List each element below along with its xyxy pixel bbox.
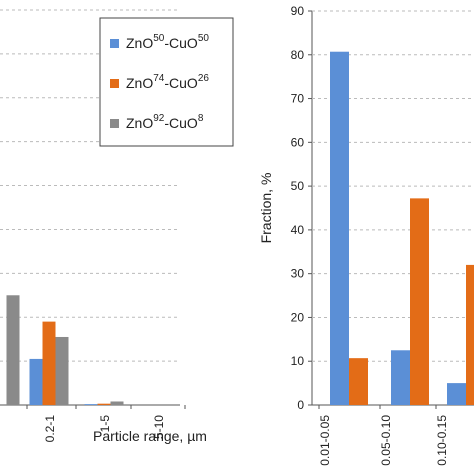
left-bar <box>110 401 124 405</box>
right-y-tick-label: 0 <box>297 398 304 412</box>
left-bar <box>29 358 43 405</box>
right-bar <box>330 51 349 406</box>
right-y-tick-label: 70 <box>291 92 305 106</box>
left-bar <box>6 295 20 405</box>
legend-box <box>99 17 234 147</box>
right-y-axis-label: Fraction, % <box>258 173 274 244</box>
left-bar <box>84 404 98 405</box>
right-y-tick-label: 80 <box>291 48 305 62</box>
left-x-tick-label: 5-10 <box>152 415 166 439</box>
legend-swatch <box>110 119 119 128</box>
right-bar <box>410 198 429 405</box>
right-y-tick-label: 60 <box>291 135 305 149</box>
right-bar <box>391 350 410 405</box>
left-x-tick-label: 0.2-1 <box>43 415 57 443</box>
legend-swatch <box>110 79 119 88</box>
right-x-tick-label: 0.05-0.10 <box>379 415 393 466</box>
right-y-tick-label: 20 <box>291 310 305 324</box>
left-x-axis-label: Particle range, µm <box>93 428 207 444</box>
right-bar <box>466 264 474 405</box>
right-y-tick-label: 40 <box>291 223 305 237</box>
right-chart: 0 10 20 30 40 50 60 70 80 90 Fraction, % 0.01-0.05 0… <box>258 4 474 466</box>
right-y-tick-label: 30 <box>291 267 305 281</box>
legend-swatch <box>110 39 119 48</box>
left-bar <box>97 403 111 405</box>
right-y-tick-label: 90 <box>291 4 305 18</box>
legend: ZnO50-CuO50 ZnO74-CuO26 ZnO92-CuO8 <box>99 17 234 147</box>
left-bar <box>55 336 69 405</box>
right-y-tick-label: 50 <box>291 179 305 193</box>
left-bar <box>42 321 56 405</box>
legend-entry: ZnO92-CuO8 <box>126 113 204 131</box>
right-x-tick-label: 0.10-0.15 <box>435 415 449 466</box>
right-x-tick-label: 0.01-0.05 <box>318 415 332 466</box>
legend-entry: ZnO50-CuO50 <box>126 33 209 51</box>
right-y-tick-label: 10 <box>291 354 305 368</box>
left-x-tick-label: 1-5 <box>98 415 112 433</box>
right-bar <box>349 358 368 405</box>
legend-entry: ZnO74-CuO26 <box>126 73 209 91</box>
right-bar <box>447 383 466 405</box>
